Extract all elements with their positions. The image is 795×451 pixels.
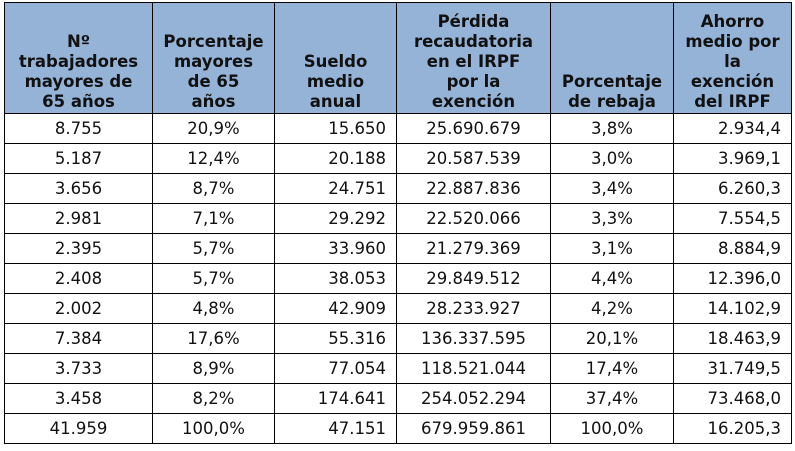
- cell-percentage: 17,6%: [152, 323, 275, 354]
- header-average-savings: Ahorro medio por la exención del IRPF: [673, 2, 792, 114]
- cell-salary: 15.650: [274, 113, 397, 144]
- cell-revenue-loss: 21.279.369: [396, 233, 551, 264]
- cell-workers: 2.981: [4, 203, 153, 234]
- cell-salary: 77.054: [274, 353, 397, 384]
- table-row: 2.395 5,7% 33.960 21.279.369 3,1% 8.884,9: [4, 233, 792, 264]
- table-row: 8.755 20,9% 15.650 25.690.679 3,8% 2.934,4: [4, 113, 792, 144]
- cell-revenue-loss: 679.959.861: [396, 413, 551, 444]
- cell-percentage: 4,8%: [152, 293, 275, 324]
- cell-savings: 14.102,9: [673, 293, 792, 324]
- data-table: Nº trabajadores mayores de 65 años Porce…: [4, 2, 792, 444]
- cell-reduction: 100,0%: [550, 413, 674, 444]
- cell-workers: 8.755: [4, 113, 153, 144]
- cell-workers: 7.384: [4, 323, 153, 354]
- cell-salary: 38.053: [274, 263, 397, 294]
- cell-salary: 174.641: [274, 383, 397, 414]
- cell-revenue-loss: 136.337.595: [396, 323, 551, 354]
- table-row: 3.458 8,2% 174.641 254.052.294 37,4% 73.468,0: [4, 383, 792, 414]
- cell-savings: 16.205,3: [673, 413, 792, 444]
- table-row: 2.408 5,7% 38.053 29.849.512 4,4% 12.396,0: [4, 263, 792, 294]
- cell-percentage: 12,4%: [152, 143, 275, 174]
- cell-reduction: 3,0%: [550, 143, 674, 174]
- header-workers-over-65: Nº trabajadores mayores de 65 años: [4, 2, 153, 114]
- cell-revenue-loss: 20.587.539: [396, 143, 551, 174]
- cell-percentage: 8,9%: [152, 353, 275, 384]
- cell-salary: 42.909: [274, 293, 397, 324]
- cell-percentage: 8,7%: [152, 173, 275, 204]
- table-row: 3.733 8,9% 77.054 118.521.044 17,4% 31.749,5: [4, 353, 792, 384]
- cell-percentage: 8,2%: [152, 383, 275, 414]
- cell-revenue-loss: 22.887.836: [396, 173, 551, 204]
- header-average-salary: Sueldo medio anual: [274, 2, 397, 114]
- cell-savings: 12.396,0: [673, 263, 792, 294]
- cell-percentage: 100,0%: [152, 413, 275, 444]
- cell-revenue-loss: 29.849.512: [396, 263, 551, 294]
- cell-reduction: 3,4%: [550, 173, 674, 204]
- header-percentage-over-65: Porcentaje mayores de 65 años: [152, 2, 275, 114]
- cell-salary: 47.151: [274, 413, 397, 444]
- cell-savings: 3.969,1: [673, 143, 792, 174]
- table-row: 2.981 7,1% 29.292 22.520.066 3,3% 7.554,5: [4, 203, 792, 234]
- table-row: 3.656 8,7% 24.751 22.887.836 3,4% 6.260,3: [4, 173, 792, 204]
- cell-salary: 20.188: [274, 143, 397, 174]
- cell-workers: 2.408: [4, 263, 153, 294]
- cell-savings: 7.554,5: [673, 203, 792, 234]
- cell-revenue-loss: 28.233.927: [396, 293, 551, 324]
- cell-workers: 5.187: [4, 143, 153, 174]
- cell-savings: 18.463,9: [673, 323, 792, 354]
- header-revenue-loss: Pérdida recaudatoria en el IRPF por la e…: [396, 2, 551, 114]
- cell-reduction: 4,4%: [550, 263, 674, 294]
- cell-reduction: 17,4%: [550, 353, 674, 384]
- cell-savings: 31.749,5: [673, 353, 792, 384]
- cell-reduction: 20,1%: [550, 323, 674, 354]
- cell-reduction: 3,3%: [550, 203, 674, 234]
- table-row: 7.384 17,6% 55.316 136.337.595 20,1% 18.463,9: [4, 323, 792, 354]
- cell-workers: 3.458: [4, 383, 153, 414]
- cell-workers: 2.002: [4, 293, 153, 324]
- cell-revenue-loss: 25.690.679: [396, 113, 551, 144]
- cell-workers: 41.959: [4, 413, 153, 444]
- cell-percentage: 5,7%: [152, 233, 275, 264]
- cell-revenue-loss: 118.521.044: [396, 353, 551, 384]
- table-body: 8.755 20,9% 15.650 25.690.679 3,8% 2.934,4 5.1…: [4, 113, 792, 444]
- cell-salary: 55.316: [274, 323, 397, 354]
- cell-reduction: 4,2%: [550, 293, 674, 324]
- header-reduction-percentage: Porcentaje de rebaja: [550, 2, 674, 114]
- cell-salary: 29.292: [274, 203, 397, 234]
- cell-reduction: 3,1%: [550, 233, 674, 264]
- cell-savings: 73.468,0: [673, 383, 792, 414]
- table-row: 2.002 4,8% 42.909 28.233.927 4,2% 14.102,9: [4, 293, 792, 324]
- cell-savings: 2.934,4: [673, 113, 792, 144]
- cell-percentage: 7,1%: [152, 203, 275, 234]
- data-table-container: Nº trabajadores mayores de 65 años Porce…: [4, 2, 792, 444]
- cell-salary: 33.960: [274, 233, 397, 264]
- cell-workers: 3.656: [4, 173, 153, 204]
- cell-salary: 24.751: [274, 173, 397, 204]
- cell-percentage: 5,7%: [152, 263, 275, 294]
- cell-savings: 8.884,9: [673, 233, 792, 264]
- cell-revenue-loss: 22.520.066: [396, 203, 551, 234]
- cell-reduction: 37,4%: [550, 383, 674, 414]
- cell-percentage: 20,9%: [152, 113, 275, 144]
- cell-revenue-loss: 254.052.294: [396, 383, 551, 414]
- cell-workers: 3.733: [4, 353, 153, 384]
- cell-workers: 2.395: [4, 233, 153, 264]
- header-row: Nº trabajadores mayores de 65 años Porce…: [4, 2, 792, 114]
- table-row: 5.187 12,4% 20.188 20.587.539 3,0% 3.969,1: [4, 143, 792, 174]
- table-row: 41.959 100,0% 47.151 679.959.861 100,0% 16.20…: [4, 413, 792, 444]
- cell-savings: 6.260,3: [673, 173, 792, 204]
- cell-reduction: 3,8%: [550, 113, 674, 144]
